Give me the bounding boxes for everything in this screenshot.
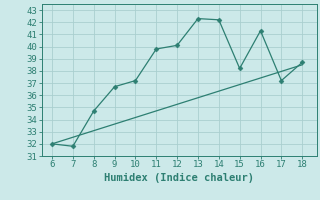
X-axis label: Humidex (Indice chaleur): Humidex (Indice chaleur) [104, 173, 254, 183]
